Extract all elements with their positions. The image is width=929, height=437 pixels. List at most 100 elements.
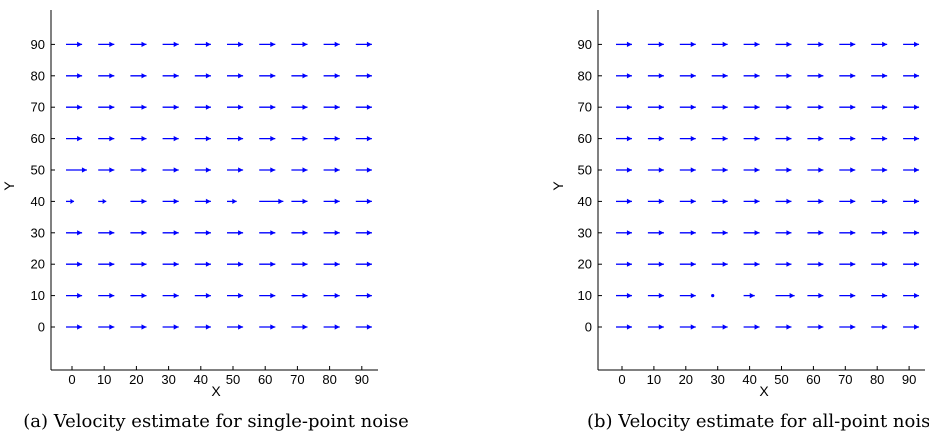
velocity-arrow [871, 136, 888, 142]
y-tick-label: 60 [578, 131, 592, 146]
velocity-arrow [903, 230, 920, 236]
velocity-arrow [162, 293, 179, 299]
velocity-arrow [775, 198, 792, 204]
velocity-arrow [616, 293, 632, 299]
velocity-arrow [259, 230, 276, 236]
velocity-arrow [616, 136, 632, 142]
velocity-arrow [903, 41, 920, 47]
velocity-arrow [66, 293, 83, 299]
velocity-arrow [66, 41, 83, 47]
velocity-arrow [162, 198, 179, 204]
velocity-arrow [679, 324, 696, 330]
velocity-arrow [743, 230, 760, 236]
velocity-arrow [194, 230, 211, 236]
velocity-arrow [775, 104, 792, 110]
velocity-arrow [323, 261, 340, 267]
x-ticks: 0 10 20 30 40 50 60 70 80 90 [68, 366, 369, 387]
velocity-arrow [616, 261, 632, 267]
velocity-arrow [807, 136, 824, 142]
y-tick-label: 90 [578, 37, 592, 52]
velocity-arrow [259, 261, 276, 267]
velocity-arrow [616, 230, 632, 236]
velocity-arrow [259, 41, 276, 47]
velocity-arrow [775, 73, 792, 79]
velocity-arrow [679, 104, 696, 110]
velocity-arrow [616, 167, 632, 173]
velocity-arrow [227, 41, 244, 47]
y-tick-label: 0 [585, 320, 592, 335]
velocity-arrow [66, 230, 83, 236]
velocity-arrow [647, 104, 664, 110]
velocity-arrow [259, 293, 276, 299]
velocity-arrow [194, 198, 211, 204]
velocity-arrow [291, 198, 308, 204]
x-tick-label: 20 [679, 372, 693, 387]
velocity-arrow [871, 104, 888, 110]
x-tick-label: 0 [618, 372, 625, 387]
velocity-arrow [775, 230, 792, 236]
velocity-arrow [647, 136, 664, 142]
y-tick-label: 80 [578, 68, 592, 83]
velocity-arrow [903, 293, 920, 299]
velocity-arrow [679, 41, 696, 47]
y-tick-label: 10 [31, 288, 45, 303]
velocity-arrow [98, 261, 115, 267]
velocity-arrow [711, 230, 728, 236]
velocity-arrow [743, 167, 760, 173]
x-axis-label: X [759, 383, 769, 399]
velocity-arrow [647, 230, 664, 236]
velocity-arrow [259, 73, 276, 79]
velocity-arrow [903, 73, 920, 79]
x-tick-label: 70 [290, 372, 304, 387]
x-tick-label: 60 [258, 372, 272, 387]
velocity-arrow [711, 136, 728, 142]
velocity-arrow [839, 324, 856, 330]
velocity-arrow [355, 293, 372, 299]
velocity-arrow [355, 167, 372, 173]
velocity-arrow [871, 41, 888, 47]
x-tick-label: 60 [806, 372, 820, 387]
y-tick-label: 70 [578, 100, 592, 115]
y-tick-label: 50 [31, 163, 45, 178]
velocity-arrow [871, 324, 888, 330]
velocity-arrow [355, 198, 372, 204]
velocity-arrow [130, 230, 147, 236]
velocity-arrow [839, 41, 856, 47]
x-tick-label: 20 [129, 372, 143, 387]
velocity-arrow [775, 167, 792, 173]
velocity-arrow [871, 261, 888, 267]
velocity-arrow [871, 73, 888, 79]
velocity-arrow [227, 104, 244, 110]
velocity-arrow [291, 104, 308, 110]
velocity-arrow [130, 198, 147, 204]
velocity-arrow [194, 324, 211, 330]
velocity-arrow [616, 73, 632, 79]
velocity-arrow [66, 104, 83, 110]
velocity-arrow [162, 261, 179, 267]
velocity-arrow [616, 104, 632, 110]
velocity-arrow [227, 261, 244, 267]
velocity-arrow [871, 293, 888, 299]
velocity-arrow [130, 167, 147, 173]
velocity-arrow [647, 73, 664, 79]
y-axis-label: Y [550, 181, 566, 191]
velocity-arrow [839, 167, 856, 173]
velocity-arrow [323, 230, 340, 236]
y-tick-label: 90 [31, 37, 45, 52]
velocity-arrow [711, 104, 728, 110]
velocity-arrow [355, 104, 372, 110]
velocity-arrow [194, 136, 211, 142]
velocity-arrow [162, 136, 179, 142]
velocity-arrow [194, 41, 211, 47]
velocity-arrow [130, 73, 147, 79]
velocity-arrow [162, 230, 179, 236]
velocity-arrow [194, 167, 211, 173]
velocity-arrow [743, 198, 760, 204]
x-tick-label: 40 [194, 372, 208, 387]
velocity-arrow [291, 230, 308, 236]
y-tick-label: 0 [38, 320, 45, 335]
velocity-arrow [743, 261, 760, 267]
